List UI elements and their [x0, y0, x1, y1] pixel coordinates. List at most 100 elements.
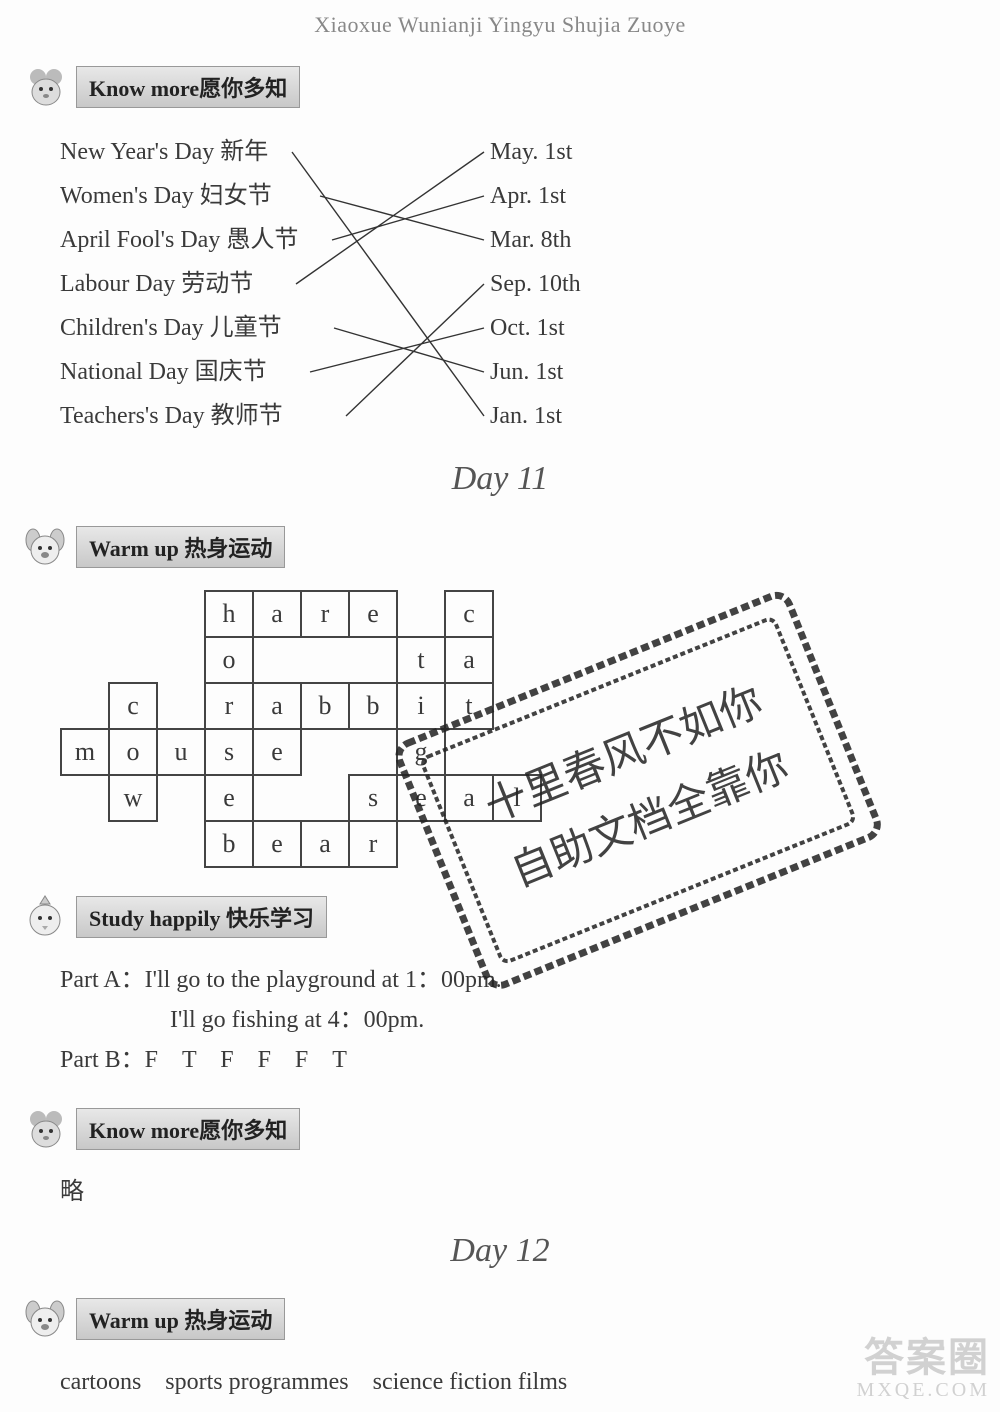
day-11-title: Day 11 — [0, 460, 1000, 498]
mouse-icon — [20, 62, 70, 112]
crossword: harecotacrabbitmousegwesealbear — [60, 590, 1000, 868]
crossword-cell: b — [349, 683, 397, 729]
crossword-cell — [109, 591, 157, 637]
crossword-cell: r — [205, 683, 253, 729]
crossword-cell: a — [253, 591, 301, 637]
match-left-item: Labour Day 劳动节 — [60, 262, 298, 306]
warmup-2-body: cartoons sports programmes science ficti… — [60, 1362, 1000, 1402]
crossword-cell — [157, 591, 205, 637]
match-left-item: April Fool's Day 愚人节 — [60, 218, 298, 262]
section-label: Know more愿你多知 — [76, 1108, 300, 1150]
match-left-item: Women's Day 妇女节 — [60, 174, 298, 218]
crossword-cell — [301, 775, 349, 821]
section-label: Warm up 热身运动 — [76, 526, 285, 568]
crossword-cell — [445, 821, 493, 867]
section-label: Know more愿你多知 — [76, 66, 300, 108]
crossword-cell — [349, 729, 397, 775]
chick-icon — [20, 892, 70, 942]
crossword-cell: c — [109, 683, 157, 729]
crossword-cell — [157, 775, 205, 821]
crossword-grid: harecotacrabbitmousegwesealbear — [60, 590, 542, 868]
crossword-cell: s — [205, 729, 253, 775]
crossword-cell: r — [349, 821, 397, 867]
crossword-cell: i — [397, 683, 445, 729]
match-right-item: May. 1st — [490, 130, 581, 174]
crossword-cell — [445, 729, 493, 775]
matching-exercise: New Year's Day 新年 Women's Day 妇女节 April … — [60, 130, 1000, 440]
crossword-cell — [61, 591, 109, 637]
section-know-more-2: Know more愿你多知 — [20, 1104, 1000, 1154]
section-know-more-1: Know more愿你多知 — [20, 62, 1000, 112]
match-left-item: Children's Day 儿童节 — [60, 306, 298, 350]
dog-icon — [20, 522, 70, 572]
crossword-cell — [301, 637, 349, 683]
crossword-cell — [109, 637, 157, 683]
crossword-cell — [61, 637, 109, 683]
crossword-cell: w — [109, 775, 157, 821]
crossword-cell — [157, 821, 205, 867]
crossword-cell: s — [349, 775, 397, 821]
crossword-cell — [157, 683, 205, 729]
crossword-cell: u — [157, 729, 205, 775]
match-right-item: Jan. 1st — [490, 394, 581, 438]
match-left-item: New Year's Day 新年 — [60, 130, 298, 174]
crossword-cell: b — [205, 821, 253, 867]
match-right-item: Mar. 8th — [490, 218, 581, 262]
crossword-cell — [493, 729, 541, 775]
crossword-cell — [397, 821, 445, 867]
crossword-cell: c — [445, 591, 493, 637]
crossword-cell: t — [445, 683, 493, 729]
study-part-a-1: Part A：I'll go to the playground at 1：00… — [60, 960, 1000, 1000]
crossword-cell — [301, 729, 349, 775]
mouse-icon — [20, 1104, 70, 1154]
page-header: Xiaoxue Wunianji Yingyu Shujia Zuoye — [0, 0, 1000, 38]
crossword-cell: a — [445, 637, 493, 683]
crossword-cell: a — [445, 775, 493, 821]
crossword-cell — [397, 591, 445, 637]
crossword-cell: e — [349, 591, 397, 637]
crossword-cell — [61, 775, 109, 821]
crossword-cell — [61, 683, 109, 729]
match-left-col: New Year's Day 新年 Women's Day 妇女节 April … — [60, 130, 298, 438]
match-right-col: May. 1st Apr. 1st Mar. 8th Sep. 10th Oct… — [490, 130, 581, 438]
crossword-cell — [157, 637, 205, 683]
crossword-cell — [253, 775, 301, 821]
crossword-cell: a — [253, 683, 301, 729]
study-part-a-2: I'll go fishing at 4：00pm. — [170, 1000, 1000, 1040]
crossword-cell — [493, 683, 541, 729]
study-part-b: Part B：F T F F F T — [60, 1040, 1000, 1080]
crossword-cell: a — [301, 821, 349, 867]
crossword-cell — [493, 591, 541, 637]
match-right-item: Apr. 1st — [490, 174, 581, 218]
crossword-cell: g — [397, 729, 445, 775]
crossword-cell — [493, 821, 541, 867]
section-study-happily: Study happily 快乐学习 — [20, 892, 1000, 942]
match-left-item: National Day 国庆节 — [60, 350, 298, 394]
crossword-cell: e — [253, 821, 301, 867]
crossword-cell: e — [397, 775, 445, 821]
know-more-2-body: 略 — [60, 1172, 1000, 1212]
crossword-cell: h — [205, 591, 253, 637]
crossword-cell: o — [205, 637, 253, 683]
section-warmup-2: Warm up 热身运动 — [20, 1294, 1000, 1344]
match-left-item: Teachers's Day 教师节 — [60, 394, 298, 438]
dog-icon — [20, 1294, 70, 1344]
day-12-title: Day 12 — [0, 1232, 1000, 1270]
crossword-cell: l — [493, 775, 541, 821]
crossword-cell: e — [205, 775, 253, 821]
crossword-cell — [493, 637, 541, 683]
section-label: Warm up 热身运动 — [76, 1298, 285, 1340]
crossword-cell: m — [61, 729, 109, 775]
section-label: Study happily 快乐学习 — [76, 896, 327, 938]
crossword-cell: r — [301, 591, 349, 637]
crossword-cell — [349, 637, 397, 683]
match-right-item: Jun. 1st — [490, 350, 581, 394]
crossword-cell: o — [109, 729, 157, 775]
crossword-cell: e — [253, 729, 301, 775]
crossword-cell: b — [301, 683, 349, 729]
crossword-cell: t — [397, 637, 445, 683]
crossword-cell — [253, 637, 301, 683]
match-right-item: Sep. 10th — [490, 262, 581, 306]
crossword-cell — [109, 821, 157, 867]
match-right-item: Oct. 1st — [490, 306, 581, 350]
